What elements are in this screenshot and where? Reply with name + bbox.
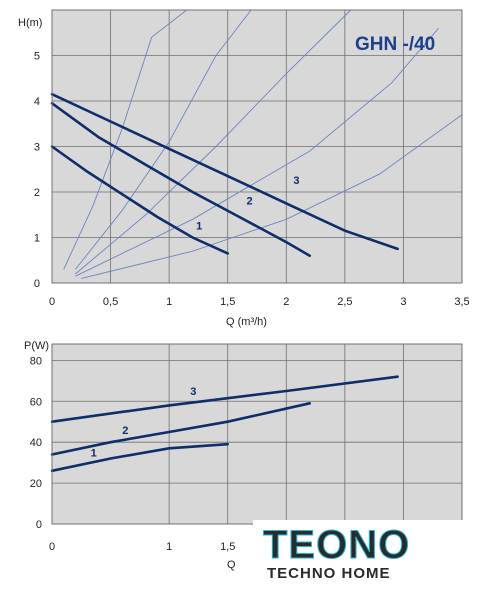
head-x-tick-label: 0,5	[103, 296, 118, 308]
head-y-axis-label: H(m)	[18, 17, 42, 29]
system-curve	[75, 27, 439, 277]
head-x-ticks: 0 0,5 1 1,5 2 2,5 3 3,5	[49, 296, 470, 308]
power-curve-label-2: 2	[122, 425, 128, 437]
head-pump-curves	[50, 92, 399, 257]
head-x-tick-label: 3	[400, 296, 406, 308]
system-curve	[75, 9, 252, 270]
power-x-ticks: 0 1 1,5	[49, 541, 235, 553]
power-y-tick-label: 0	[36, 519, 42, 531]
head-y-tick-label: 1	[34, 233, 40, 245]
power-y-tick-label: 80	[30, 355, 42, 367]
head-y-ticks: 0 1 2 3 4 5	[34, 51, 40, 291]
head-x-tick-label: 0	[49, 296, 55, 308]
pump-curve-2	[50, 102, 311, 257]
teono-logo: TEONO TECHNO HOME	[253, 520, 486, 590]
power-curve-labels: 1 2 3	[91, 386, 197, 459]
system-curve	[81, 114, 463, 279]
power-curve-1	[50, 442, 229, 473]
head-x-tick-label: 3,5	[454, 296, 469, 308]
power-x-axis-label: Q	[227, 559, 236, 571]
head-x-tick-label: 1	[166, 296, 172, 308]
power-grid	[52, 344, 462, 524]
head-x-tick-label: 2,5	[337, 296, 352, 308]
head-y-tick-label: 4	[34, 96, 40, 108]
head-y-tick-label: 3	[34, 142, 40, 154]
head-y-tick-label: 2	[34, 187, 40, 199]
head-chart: 0 0,5 1 1,5 2 2,5 3 3,5 0 1 2 3 4 5 1 2 3 H(m) Q (m³/h…	[18, 9, 470, 328]
head-y-tick-label: 0	[34, 278, 40, 290]
power-curve-label-1: 1	[91, 448, 97, 460]
logo-tagline: TECHNO HOME	[267, 565, 391, 582]
head-curve-label-3: 3	[293, 175, 299, 187]
pump-curve-3	[50, 92, 399, 251]
head-x-axis-label: Q (m³/h)	[226, 316, 267, 328]
head-curve-label-1: 1	[196, 220, 202, 232]
power-curve-2	[50, 402, 311, 456]
power-curve-label-3: 3	[190, 386, 196, 398]
power-curves	[50, 375, 399, 473]
power-x-tick-label: 1	[166, 541, 172, 553]
head-y-tick-label: 5	[34, 51, 40, 63]
head-x-tick-label: 1,5	[220, 296, 235, 308]
power-x-tick-label: 1,5	[220, 541, 235, 553]
power-y-axis-label: P(W)	[24, 340, 49, 352]
logo-brand: TEONO	[262, 523, 411, 567]
power-y-tick-label: 60	[30, 396, 42, 408]
pump-curve-1	[50, 145, 229, 255]
head-x-tick-label: 2	[283, 296, 289, 308]
power-y-tick-label: 20	[30, 478, 42, 490]
power-curve-3	[50, 375, 399, 423]
power-plot-area	[52, 344, 462, 524]
system-curve	[75, 9, 352, 275]
head-plot-frame	[51, 9, 463, 284]
power-y-ticks: 0 20 40 60 80	[30, 355, 42, 531]
head-curve-label-2: 2	[246, 196, 252, 208]
power-x-tick-label: 0	[49, 541, 55, 553]
power-y-tick-label: 40	[30, 437, 42, 449]
head-curve-labels: 1 2 3	[196, 175, 299, 233]
chart-title: GHN -/40	[355, 34, 435, 55]
